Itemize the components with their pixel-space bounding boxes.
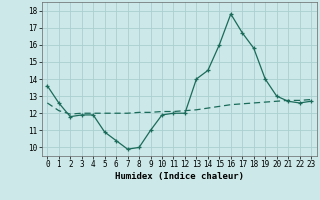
X-axis label: Humidex (Indice chaleur): Humidex (Indice chaleur) <box>115 172 244 181</box>
